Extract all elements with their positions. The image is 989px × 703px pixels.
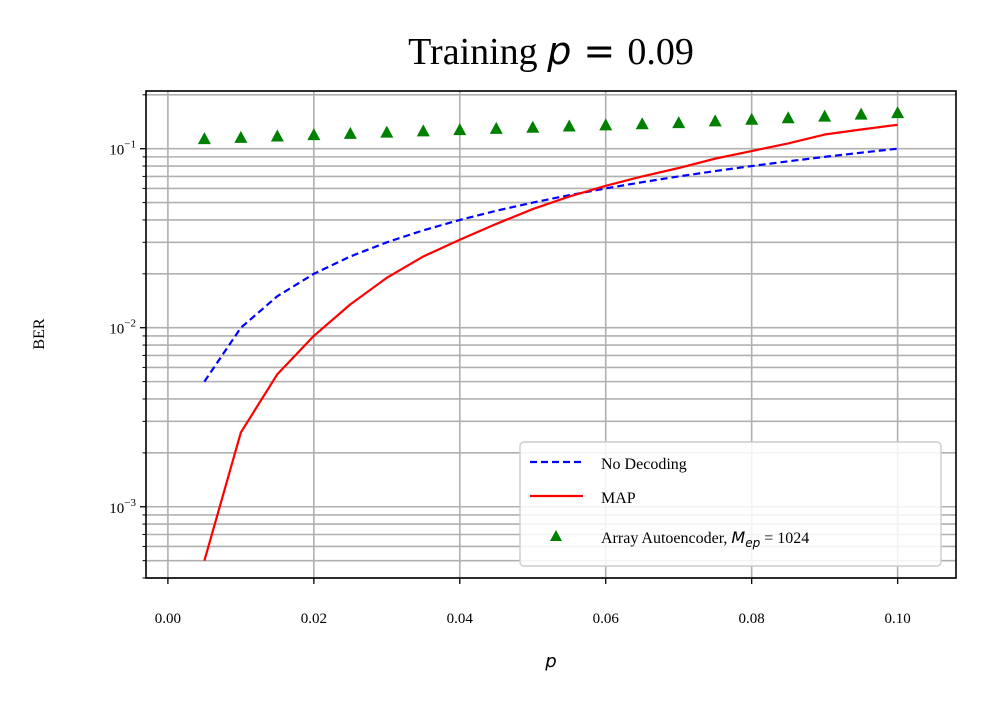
y-tick-label: 10−2: [109, 318, 136, 338]
x-tick-label: 0.04: [447, 611, 474, 627]
autoencoder-marker: [599, 118, 613, 131]
legend: No Decoding MAP Array Autoencoder, Mep =…: [519, 441, 942, 567]
x-tick-label: 0.10: [884, 611, 910, 627]
legend-label-autoencoder: Array Autoencoder, Mep = 1024: [601, 528, 809, 550]
autoencoder-marker: [307, 128, 321, 141]
legend-label-no-decoding: No Decoding: [601, 456, 687, 473]
autoencoder-marker: [526, 120, 540, 133]
autoencoder-marker: [416, 124, 430, 137]
autoencoder-marker: [380, 125, 394, 138]
autoencoder-marker: [854, 107, 868, 120]
chart-title-prefix: Training: [408, 31, 538, 73]
x-tick-label: 0.00: [155, 611, 181, 627]
chart-title-value: 0.09: [627, 31, 694, 73]
legend-label-autoencoder-prefix: Array Autoencoder,: [601, 530, 731, 547]
legend-frame: [519, 441, 942, 567]
autoencoder-marker: [197, 132, 211, 145]
autoencoder-marker: [234, 130, 248, 143]
y-axis-label: BER: [31, 318, 48, 349]
autoencoder-marker: [745, 112, 759, 125]
x-axis: 0.00 0.02 0.04 0.06 0.08 0.10: [155, 578, 911, 627]
legend-label-autoencoder-sub: ep: [745, 536, 760, 550]
legend-label-map: MAP: [601, 490, 636, 507]
legend-swatch-autoencoder: [550, 530, 562, 541]
y-axis: 10−3 10−2 10−1: [109, 94, 146, 579]
autoencoder-marker: [453, 123, 467, 136]
autoencoder-marker: [708, 114, 722, 127]
autoencoder-marker: [672, 116, 686, 129]
autoencoder-marker: [781, 111, 795, 124]
legend-label-autoencoder-suffix: = 1024: [760, 530, 809, 547]
x-tick-label: 0.02: [301, 611, 327, 627]
autoencoder-marker: [343, 126, 357, 139]
autoencoder-marker: [270, 129, 284, 142]
chart-title-equals: =: [571, 29, 627, 73]
y-tick-label: 10−3: [109, 497, 136, 517]
autoencoder-marker: [891, 106, 905, 119]
autoencoder-marker: [489, 121, 503, 134]
chart-title-variable: p: [546, 29, 571, 73]
series-layer: [197, 106, 905, 561]
series-no-decoding-line: [203, 147, 898, 383]
y-tick-label: 10−1: [109, 139, 136, 159]
x-tick-label: 0.06: [593, 611, 620, 627]
plot-frame: [145, 90, 957, 579]
autoencoder-marker: [818, 109, 832, 122]
autoencoder-marker: [635, 117, 649, 130]
x-axis-label: p: [544, 651, 556, 672]
series-map-line: [203, 123, 898, 561]
autoencoder-marker: [562, 119, 576, 132]
legend-label-autoencoder-var: M: [731, 528, 745, 547]
chart-title: Training p = 0.09: [408, 29, 694, 73]
x-tick-label: 0.08: [739, 611, 765, 627]
